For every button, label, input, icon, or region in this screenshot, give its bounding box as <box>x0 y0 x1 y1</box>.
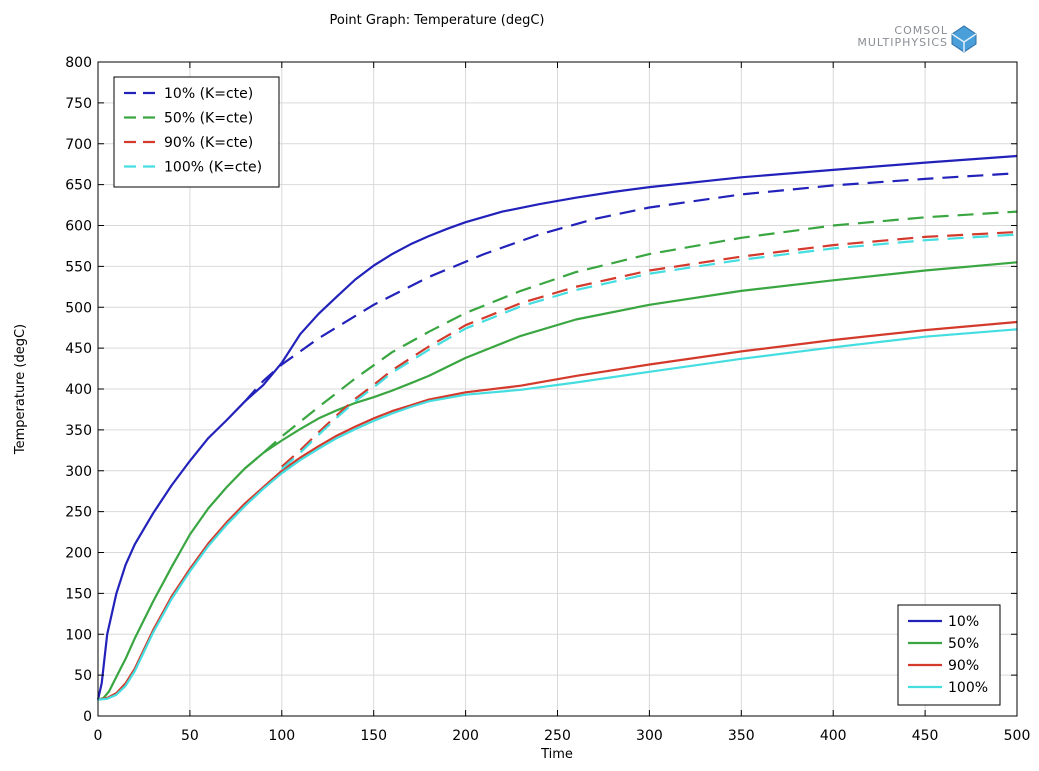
y-tick-label: 550 <box>65 259 92 275</box>
series-line-50pct <box>97 261 1018 701</box>
legend-label-10pct: 10% <box>948 614 979 630</box>
x-tick-label: 200 <box>452 728 479 744</box>
y-tick-label: 200 <box>65 546 92 562</box>
y-axis-title: Temperature (degC) <box>13 324 28 455</box>
y-tick-label: 650 <box>65 178 92 194</box>
y-tick-label: 750 <box>65 96 92 112</box>
y-tick-label: 0 <box>83 709 92 725</box>
y-tick-label: 50 <box>74 668 92 684</box>
series-line-50pct-k-cte <box>244 210 1018 470</box>
legend-label-90pct: 90% <box>948 658 979 674</box>
x-tick-label: 50 <box>181 728 199 744</box>
legend-label-10pct-k-cte: 10% (K=cte) <box>164 86 253 102</box>
legend-top-left: 10% (K=cte) 50% (K=cte) 90% (K=cte) 100% (K… <box>113 76 280 188</box>
brand-line-2: MULTIPHYSICS <box>857 36 948 49</box>
y-tick-label: 800 <box>65 55 92 71</box>
y-tick-label: 300 <box>65 464 92 480</box>
legend-box <box>113 76 280 188</box>
series-line-10pct <box>96 154 1018 700</box>
series-line-90pct-k-cte <box>281 230 1018 468</box>
x-tick-label: 300 <box>636 728 663 744</box>
legend-label-50pct-k-cte: 50% (K=cte) <box>164 111 253 127</box>
y-tick-label: 150 <box>65 586 92 602</box>
brand-line-1: COMSOL <box>894 24 948 37</box>
y-tick-label: 100 <box>65 627 92 643</box>
y-tick-label: 600 <box>65 219 92 235</box>
chart-title: Point Graph: Temperature (degC) <box>329 13 544 28</box>
legend-bottom-right: 10% 50% 90% 100% <box>897 604 1001 706</box>
y-tick-label: 700 <box>65 137 92 153</box>
comsol-logo-icon <box>951 25 977 53</box>
x-tick-label: 400 <box>820 728 847 744</box>
y-tick-label: 400 <box>65 382 92 398</box>
series-line-10pct-k-cte <box>244 172 1018 403</box>
x-tick-label: 250 <box>544 728 571 744</box>
x-tick-label: 0 <box>94 728 103 744</box>
y-tick-label: 450 <box>65 341 92 357</box>
plot-series <box>96 154 1018 701</box>
y-tick-label: 250 <box>65 505 92 521</box>
y-tick-label: 350 <box>65 423 92 439</box>
legend-label-50pct: 50% <box>948 636 979 652</box>
y-tick-label: 500 <box>65 300 92 316</box>
axis-ticks: 0 50 100 150 200 250 300 350 400 450 500 0 50 100 150 2… <box>65 55 1030 744</box>
brand-logo: COMSOL MULTIPHYSICS <box>857 24 977 53</box>
x-tick-label: 150 <box>360 728 387 744</box>
x-tick-label: 350 <box>728 728 755 744</box>
legend-label-100pct: 100% <box>948 680 988 696</box>
series-line-100pct-k-cte <box>281 233 1018 470</box>
x-tick-label: 500 <box>1004 728 1031 744</box>
series-line-100pct <box>97 328 1018 701</box>
legends: 10% (K=cte) 50% (K=cte) 90% (K=cte) 100% (K… <box>113 76 1001 706</box>
legend-label-90pct-k-cte: 90% (K=cte) <box>164 135 253 151</box>
x-tick-label: 450 <box>912 728 939 744</box>
x-axis-title: Time <box>540 747 573 762</box>
x-tick-label: 100 <box>268 728 295 744</box>
legend-label-100pct-k-cte: 100% (K=cte) <box>164 160 262 176</box>
